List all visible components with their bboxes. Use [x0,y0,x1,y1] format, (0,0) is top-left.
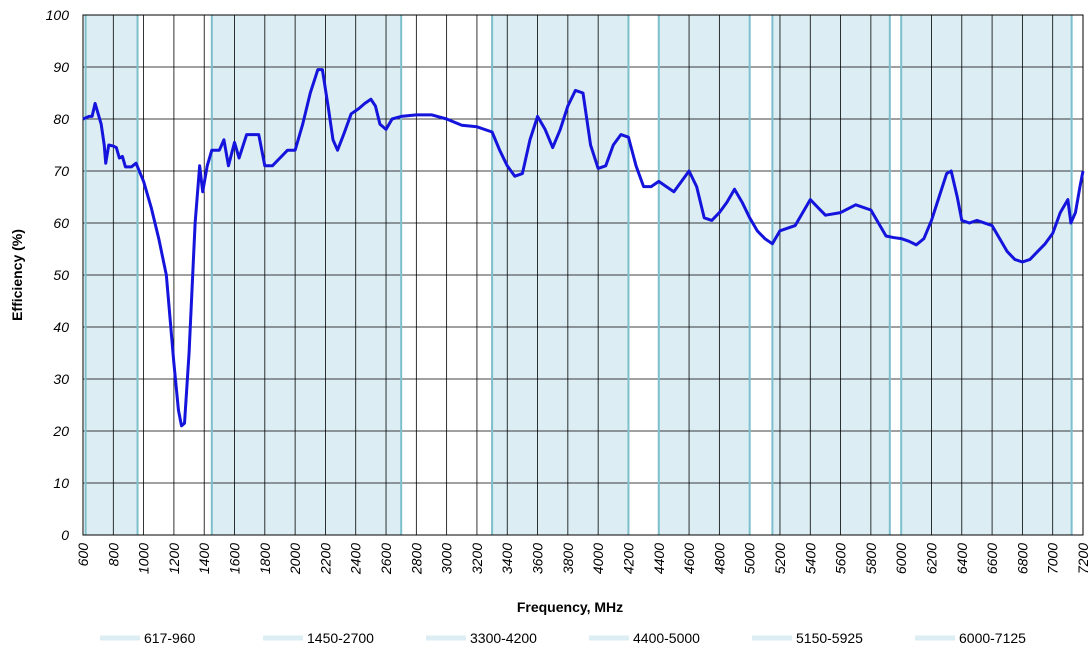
x-tick-label: 7200 [1075,543,1091,574]
x-tick-label: 5400 [802,543,818,574]
x-tick-label: 3400 [499,543,515,574]
x-tick-label: 1600 [227,543,243,574]
y-tick-label: 30 [53,371,69,387]
x-tick-label: 4600 [681,543,697,574]
x-tick-label: 5000 [742,543,758,574]
x-tick-label: 1400 [196,543,212,574]
x-tick-label: 4000 [590,543,606,574]
y-tick-label: 20 [52,423,69,439]
x-tick-label: 1000 [136,543,152,574]
legend-label: 3300-4200 [470,630,537,646]
x-tick-label: 5200 [772,543,788,574]
x-tick-label: 6200 [923,543,939,574]
x-tick-label: 4400 [651,543,667,574]
y-tick-label: 10 [53,475,69,491]
y-tick-label: 0 [61,527,69,543]
plot-border [82,14,1084,536]
line-series [82,68,1085,428]
x-tick-label: 6400 [954,543,970,574]
legend-label: 1450-2700 [307,630,374,646]
legend-label: 4400-5000 [633,630,700,646]
y-tick-label: 80 [53,111,69,127]
x-tick-label: 6600 [984,543,1000,574]
x-tick-label: 800 [105,543,121,567]
y-tick-label: 40 [53,319,69,335]
x-tick-label: 5600 [833,543,849,574]
x-tick-label: 2400 [348,543,364,575]
legend-label: 6000-7125 [959,630,1026,646]
y-tick-label: 50 [53,267,69,283]
y-axis-label: Efficiency (%) [9,229,25,321]
x-tick-label: 5800 [863,543,879,574]
x-tick-label: 4200 [620,543,636,574]
x-tick-label: 6000 [893,543,909,574]
x-tick-label: 1800 [257,543,273,574]
x-tick-label: 7000 [1045,543,1061,574]
legend-label: 617-960 [144,630,196,646]
y-tick-label: 60 [53,215,69,231]
x-tick-label: 1200 [166,543,182,574]
x-tick-label: 3000 [439,543,455,574]
x-tick-label: 6800 [1014,543,1030,574]
y-tick-label: 70 [53,163,69,179]
y-tick-label: 90 [53,59,69,75]
x-tick-label: 3600 [530,543,546,574]
x-tick-label: 600 [75,543,91,567]
x-tick-label: 2600 [378,543,394,575]
x-axis-label: Frequency, MHz [517,599,623,615]
x-tick-label: 3800 [560,543,576,574]
x-tick-label: 2000 [287,543,303,575]
x-tick-label: 3200 [469,543,485,574]
x-tick-label: 4800 [711,543,727,574]
legend-label: 5150-5925 [796,630,863,646]
x-tick-label: 2200 [317,543,333,575]
y-tick-label: 100 [46,7,70,23]
x-tick-label: 2800 [408,543,424,575]
